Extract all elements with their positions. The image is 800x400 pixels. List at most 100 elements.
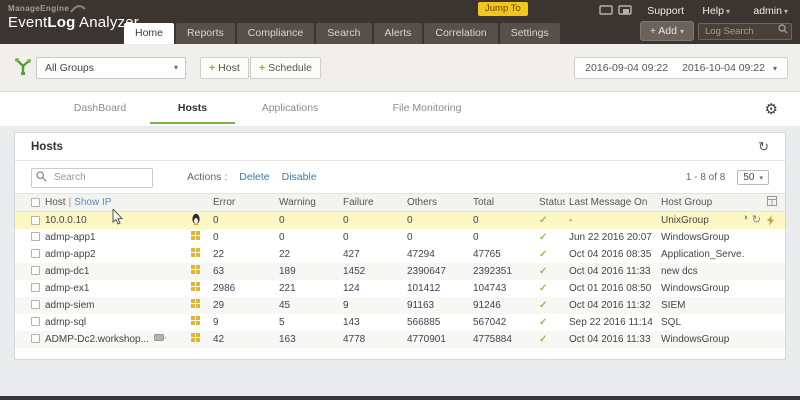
date-from: 2016-09-04 09:22 <box>585 62 669 74</box>
host-name[interactable]: admp-sql <box>45 316 87 328</box>
monitor-icon[interactable] <box>599 5 613 16</box>
table-row[interactable]: 10.0.0.10 0 0 0 0 0 ✓ - UnixGroup ↻ <box>15 211 785 229</box>
jump-to-button[interactable]: Jump To <box>478 2 528 16</box>
tab-applications[interactable]: Applications <box>261 102 319 114</box>
error-count: 9 <box>213 316 219 328</box>
nav-tab-alerts[interactable]: Alerts <box>373 23 423 44</box>
select-all-checkbox[interactable] <box>31 197 40 207</box>
show-ip-link[interactable]: Show IP <box>74 197 112 208</box>
filter-toolbar: All Groups ▾ + Host + Schedule 2016-09-04 0… <box>0 44 800 92</box>
nav-tab-reports[interactable]: Reports <box>176 23 235 44</box>
table-row[interactable]: admp-dc1 63 189 1452 2390647 2392351 ✓ O… <box>15 262 785 280</box>
group-select[interactable]: All Groups ▾ <box>36 57 186 79</box>
support-link[interactable]: Support <box>647 5 684 17</box>
nav-tab-search[interactable]: Search <box>316 23 372 44</box>
table-row[interactable]: ADMP-Dc2.workshop... 42 163 4778 4770901… <box>15 330 785 348</box>
top-bar: ManageEngine EventLog Analyzer Jump To S… <box>0 0 800 44</box>
nav-tab-settings[interactable]: Settings <box>499 23 560 44</box>
row-checkbox[interactable] <box>31 334 40 344</box>
share-icon[interactable] <box>745 215 747 225</box>
row-checkbox[interactable] <box>31 215 40 225</box>
tab-hosts[interactable]: Hosts <box>150 102 235 124</box>
disable-link[interactable]: Disable <box>281 171 317 183</box>
last-message: Jun 22 2016 20:07 <box>569 231 652 243</box>
host-name[interactable]: 10.0.0.10 <box>45 214 87 226</box>
row-checkbox[interactable] <box>31 232 40 242</box>
main-nav: Home Reports Compliance Search Alerts Co… <box>124 23 560 44</box>
group-tree-icon <box>15 58 31 75</box>
status-ok-icon: ✓ <box>539 316 548 328</box>
last-message: Oct 04 2016 11:33 <box>569 333 651 345</box>
table-row[interactable]: admp-sql 9 5 143 566885 567042 ✓ Sep 22 … <box>15 314 785 331</box>
plus-icon: + <box>209 62 216 74</box>
tab-file-monitoring[interactable]: File Monitoring <box>392 102 462 114</box>
chevron-down-icon: ▾ <box>772 64 777 73</box>
others-count: 91163 <box>407 299 435 311</box>
nav-tab-home[interactable]: Home <box>124 23 175 44</box>
warning-count: 221 <box>279 282 296 294</box>
warning-count: 5 <box>279 316 285 328</box>
date-range-picker[interactable]: 2016-09-04 09:22 2016-10-04 09:22 ▾ <box>574 57 788 79</box>
lightning-icon[interactable] <box>766 214 775 226</box>
bottom-bar <box>0 396 800 400</box>
host-name[interactable]: admp-siem <box>45 299 95 311</box>
nav-tab-compliance[interactable]: Compliance <box>236 23 315 44</box>
row-checkbox[interactable] <box>31 300 40 310</box>
host-group: Application_Serve... <box>661 248 745 260</box>
table-row[interactable]: admp-app1 0 0 0 0 0 ✓ Jun 22 2016 20:07 … <box>15 229 785 246</box>
host-group: WindowsGroup <box>661 282 730 294</box>
column-chooser-icon[interactable] <box>767 196 777 206</box>
table-row[interactable]: admp-ex1 2986 221 124 101412 104743 ✓ Oc… <box>15 280 785 297</box>
failure-count: 0 <box>343 214 349 226</box>
others-count: 101412 <box>407 282 441 294</box>
host-name[interactable]: admp-ex1 <box>45 282 90 294</box>
host-name[interactable]: ADMP-Dc2.workshop... <box>45 333 149 345</box>
delete-link[interactable]: Delete <box>239 171 270 183</box>
gear-icon[interactable]: ⚙ <box>764 101 778 118</box>
last-message: Oct 04 2016 11:32 <box>569 299 651 311</box>
host-group: UnixGroup <box>661 214 709 226</box>
host-search-input[interactable] <box>31 167 153 188</box>
host-name[interactable]: admp-dc1 <box>45 265 90 277</box>
help-menu[interactable]: Help ▾ <box>702 5 730 17</box>
admin-menu[interactable]: admin ▾ <box>753 5 788 17</box>
warning-count: 0 <box>279 214 285 226</box>
table-row[interactable]: admp-siem 29 45 9 91163 91246 ✓ Oct 04 2… <box>15 296 785 314</box>
tab-dashboard[interactable]: DashBoard <box>73 102 127 114</box>
windows-icon <box>191 231 200 240</box>
table-controls: Actions : Delete Disable 1 - 8 of 8 50▾ <box>15 161 785 193</box>
refresh-icon[interactable]: ↻ <box>751 214 761 227</box>
logo-swoosh-icon <box>70 5 86 13</box>
total-count: 2392351 <box>473 265 512 277</box>
monitor-share-icon[interactable] <box>618 5 632 16</box>
error-count: 0 <box>213 231 219 243</box>
error-count: 63 <box>213 265 225 277</box>
host-group: WindowsGroup <box>661 231 730 243</box>
row-checkbox[interactable] <box>31 249 40 259</box>
failure-count: 1452 <box>343 265 366 277</box>
add-button[interactable]: + Add ▾ <box>639 21 694 41</box>
actions-label: Actions : <box>187 171 228 183</box>
log-search-input[interactable] <box>698 23 792 40</box>
failure-count: 9 <box>343 299 349 311</box>
others-count: 0 <box>407 231 413 243</box>
nav-tab-correlation[interactable]: Correlation <box>424 23 498 44</box>
status-ok-icon: ✓ <box>539 299 548 311</box>
refresh-icon[interactable]: ↻ <box>758 139 769 154</box>
row-checkbox[interactable] <box>31 317 40 327</box>
agent-monitor-icon <box>153 334 166 342</box>
page-size-select[interactable]: 50 ▾ <box>737 169 769 185</box>
row-checkbox[interactable] <box>31 283 40 293</box>
error-count: 2986 <box>213 282 236 294</box>
add-schedule-button[interactable]: + Schedule <box>250 57 321 79</box>
add-host-button[interactable]: + Host <box>200 57 249 79</box>
total-count: 4775884 <box>473 333 512 345</box>
chevron-down-icon: ▾ <box>783 7 788 16</box>
brand-manageengine: ManageEngine <box>8 4 139 13</box>
table-row[interactable]: admp-app2 22 22 427 47294 47765 ✓ Oct 04… <box>15 246 785 263</box>
windows-icon <box>191 299 200 308</box>
row-checkbox[interactable] <box>31 266 40 276</box>
warning-count: 22 <box>279 248 291 260</box>
host-name[interactable]: admp-app1 <box>45 231 96 243</box>
host-name[interactable]: admp-app2 <box>45 248 96 260</box>
